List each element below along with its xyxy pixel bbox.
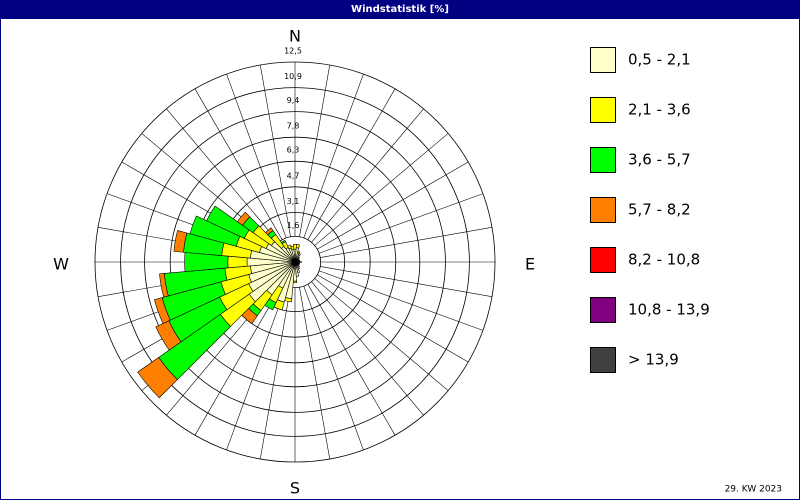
wedge-segment — [290, 245, 295, 251]
legend-swatch — [590, 47, 616, 73]
r-tick-label: 6,3 — [287, 146, 300, 155]
r-tick-label: 12,5 — [284, 47, 302, 56]
spoke — [320, 226, 493, 258]
legend-swatch — [590, 297, 616, 323]
legend-swatch — [590, 347, 616, 373]
spoke — [307, 88, 396, 240]
spoke — [166, 108, 279, 243]
wedge-segment — [292, 280, 298, 284]
wedge-segment — [297, 252, 301, 256]
spoke — [314, 278, 449, 391]
wedge-segment — [173, 230, 188, 253]
r-tick-label: 9,4 — [287, 96, 300, 105]
spoke — [299, 64, 331, 237]
wedge-segment — [236, 211, 251, 226]
spoke — [299, 287, 331, 460]
wedge-segment — [159, 273, 169, 298]
spoke — [320, 266, 493, 298]
grid-ring — [94, 61, 496, 463]
compass-label: S — [290, 479, 300, 498]
legend-label: 3,6 - 5,7 — [628, 151, 691, 169]
spoke — [194, 284, 283, 436]
spoke — [259, 64, 291, 237]
title-bar — [0, 0, 800, 18]
grid-ring — [144, 111, 446, 413]
r-tick-label: 1,6 — [287, 221, 300, 230]
legend-label: 2,1 - 3,6 — [628, 101, 691, 119]
spoke — [311, 108, 424, 243]
r-tick-label: 3,1 — [287, 197, 300, 206]
spoke — [303, 73, 364, 239]
legend-swatch — [590, 147, 616, 173]
compass-label: W — [53, 255, 69, 274]
wedge-segment — [295, 244, 300, 249]
r-tick-label: 10,9 — [284, 72, 302, 81]
wedge-segment — [265, 227, 274, 236]
spoke — [226, 73, 287, 239]
spoke — [317, 161, 469, 250]
grid-ring — [120, 87, 470, 437]
legend-label: 0,5 - 2,1 — [628, 51, 691, 69]
wedge-segment — [155, 320, 182, 351]
legend-label: 8,2 - 10,8 — [628, 251, 700, 269]
spoke — [318, 193, 484, 254]
wedge-segment — [189, 215, 241, 247]
legend-swatch — [590, 97, 616, 123]
legend-label: 10,8 - 13,9 — [628, 301, 710, 319]
chart-title: Windstatistik [%] — [351, 4, 449, 15]
spoke — [259, 287, 291, 460]
grid-ring — [169, 136, 421, 388]
wedge-segment — [280, 239, 286, 245]
r-tick-label: 7,8 — [287, 122, 300, 131]
spoke — [311, 281, 424, 416]
r-tick-label: 4,7 — [287, 171, 300, 180]
spoke — [307, 284, 396, 436]
wedge-segment — [297, 250, 301, 254]
compass-label: N — [289, 27, 301, 46]
legend-label: > 13,9 — [628, 351, 679, 369]
wedge-segment — [287, 244, 292, 250]
wedge-segment — [153, 297, 171, 324]
wedge-segment — [227, 255, 248, 269]
footer: 29. KW 2023 — [725, 485, 782, 495]
spoke — [317, 274, 469, 363]
spoke — [226, 285, 287, 451]
legend-swatch — [590, 197, 616, 223]
legend-swatch — [590, 247, 616, 273]
wedge-segment — [206, 205, 250, 239]
spoke — [314, 133, 449, 246]
compass-label: E — [525, 255, 535, 274]
spoke — [303, 285, 364, 451]
legend-label: 5,7 - 8,2 — [628, 201, 691, 219]
spoke — [194, 88, 283, 240]
spoke — [318, 270, 484, 331]
